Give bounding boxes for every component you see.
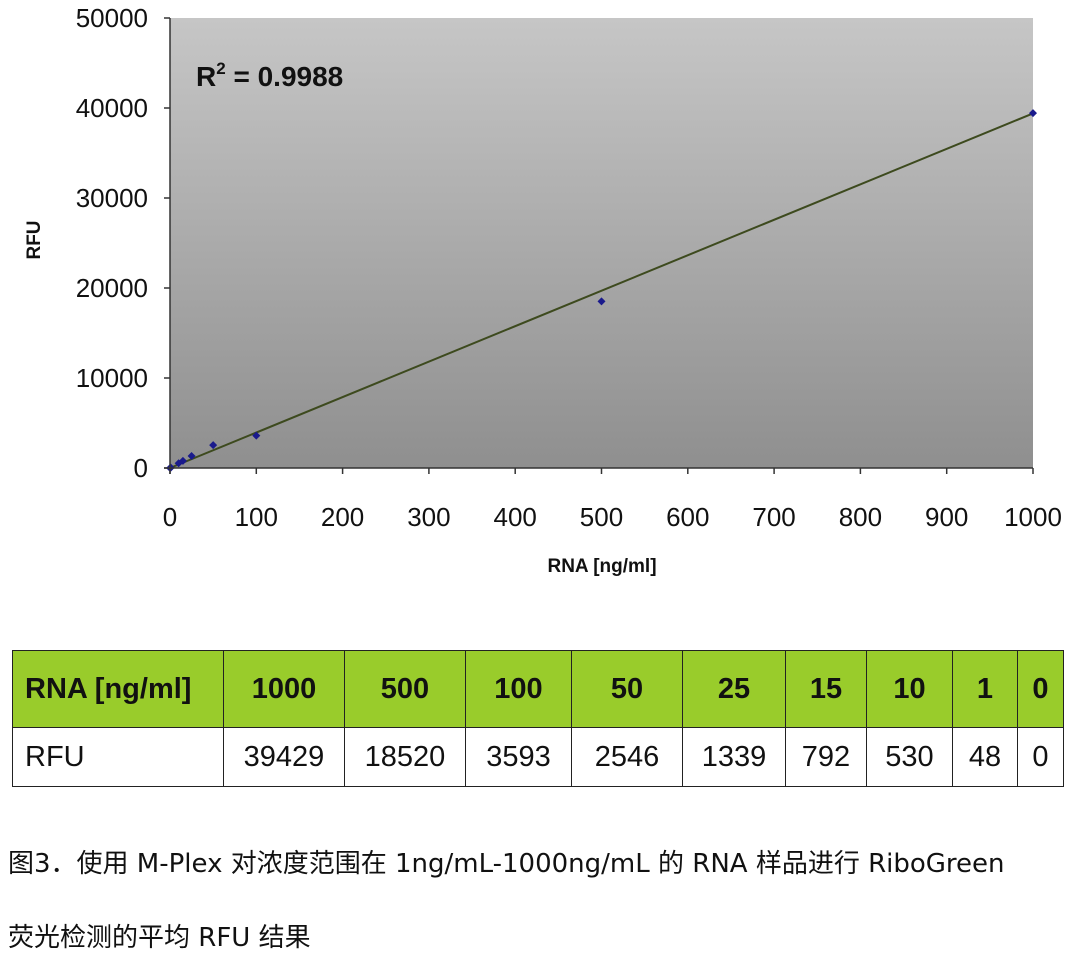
y-tick-label: 40000 <box>76 93 148 123</box>
table-cell: 39429 <box>223 727 345 787</box>
y-tick-label: 10000 <box>76 363 148 393</box>
table-cell: 1339 <box>682 727 786 787</box>
table-header-cell: 100 <box>465 650 572 728</box>
table-header-cell: 500 <box>344 650 466 728</box>
x-tick-label: 700 <box>752 502 795 532</box>
caption-line-1: 图3．使用 M-Plex 对浓度范围在 1ng/mL-1000ng/mL 的 R… <box>8 849 1005 879</box>
table-header-cell: 50 <box>571 650 683 728</box>
x-tick-label: 1000 <box>1004 502 1062 532</box>
x-tick-label: 900 <box>925 502 968 532</box>
x-tick-label: 100 <box>235 502 278 532</box>
data-point <box>187 451 196 460</box>
standard-curve-chart: 0 10000 20000 30000 40000 50000 0 100 200 300 400… <box>24 3 1062 577</box>
table-cell: 792 <box>785 727 867 787</box>
table-cell: 0 <box>1017 727 1064 787</box>
caption-line-2: 荧光检测的平均 RFU 结果 <box>8 923 311 953</box>
y-tick-label: 50000 <box>76 3 148 33</box>
trendline <box>169 112 1034 469</box>
x-axis-title: RNA [ng/ml] <box>547 556 656 577</box>
table-row: RFU 39429 18520 3593 2546 1339 792 530 4… <box>12 727 1064 787</box>
table-cell: 3593 <box>465 727 572 787</box>
data-point <box>178 456 187 465</box>
table-header-cell: 1000 <box>223 650 345 728</box>
x-tick-label: 200 <box>321 502 364 532</box>
table-header-cell: 25 <box>682 650 786 728</box>
x-tick-label: 0 <box>163 502 177 532</box>
r-squared-annotation: R2 = 0.9988 <box>196 59 343 92</box>
table-header-label: RNA [ng/ml] <box>12 650 224 728</box>
data-point <box>252 431 261 440</box>
table-header-cell: 1 <box>952 650 1018 728</box>
table-header-cell: 0 <box>1017 650 1064 728</box>
rfu-data-table: RNA [ng/ml] 1000 500 100 50 25 15 10 1 0… <box>12 650 1064 787</box>
plot-area <box>170 18 1033 468</box>
y-axis-title: RFU <box>24 220 45 259</box>
y-tick-label: 20000 <box>76 273 148 303</box>
table-row-label: RFU <box>12 727 224 787</box>
y-tick-label: 0 <box>134 453 148 483</box>
x-tick-label: 600 <box>666 502 709 532</box>
data-point <box>597 297 606 306</box>
y-tick-label: 30000 <box>76 183 148 213</box>
x-tick-label: 500 <box>580 502 623 532</box>
table-cell: 2546 <box>571 727 683 787</box>
table-cell: 48 <box>952 727 1018 787</box>
x-tick-label: 300 <box>407 502 450 532</box>
table-cell: 530 <box>866 727 953 787</box>
x-tick-label: 400 <box>494 502 537 532</box>
table-header-cell: 15 <box>785 650 867 728</box>
table-cell: 18520 <box>344 727 466 787</box>
table-header-row: RNA [ng/ml] 1000 500 100 50 25 15 10 1 0 <box>12 650 1064 728</box>
data-point <box>1029 109 1037 118</box>
x-tick-label: 800 <box>839 502 882 532</box>
table-header-cell: 10 <box>866 650 953 728</box>
data-point <box>209 441 218 450</box>
